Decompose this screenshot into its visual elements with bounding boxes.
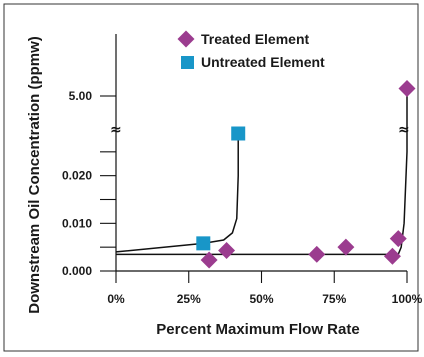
x-tick-label: 0% [107, 292, 125, 306]
curve-untreated [115, 133, 239, 253]
legend-label-treated: Treated Element [201, 31, 309, 47]
untreated-point [231, 126, 246, 141]
x-tick-label: 75% [322, 292, 346, 306]
legend-marker-treated [177, 30, 195, 48]
y-tick-label: 0.020 [62, 169, 92, 183]
x-axis-title: Percent Maximum Flow Rate [156, 321, 359, 338]
treated-point [218, 242, 236, 259]
x-ticks: 0% 25% 50% 75% 100% [107, 271, 423, 306]
treated-point [308, 245, 326, 263]
treated-point [398, 80, 416, 97]
legend-label-untreated: Untreated Element [201, 54, 325, 70]
x-tick-label: 100% [392, 292, 423, 306]
treated-point [389, 230, 407, 248]
treated-point [383, 247, 401, 265]
chart-border [3, 3, 419, 352]
right-axis-break: ≈ [398, 122, 410, 138]
legend-marker-untreated [181, 56, 194, 69]
y-tick-label: 0.010 [62, 216, 92, 230]
series-points [196, 80, 416, 269]
y-axis-break: ≈ [110, 122, 122, 138]
untreated-point [196, 236, 211, 251]
treated-point [337, 238, 355, 256]
x-tick-label: 50% [249, 292, 273, 306]
curve-treated [116, 88, 408, 256]
series-curves [115, 88, 408, 256]
x-tick-label: 25% [177, 292, 201, 306]
legend: Treated Element Untreated Element [177, 30, 325, 70]
y-axis-title: Downstream Oil Concentration (ppmw) [26, 36, 43, 314]
y-tick-label: 5.00 [69, 89, 93, 103]
treated-point [200, 251, 218, 269]
y-ticks: 0.000 0.010 0.020 5.00 [62, 89, 116, 278]
y-tick-label: 0.000 [62, 264, 92, 278]
